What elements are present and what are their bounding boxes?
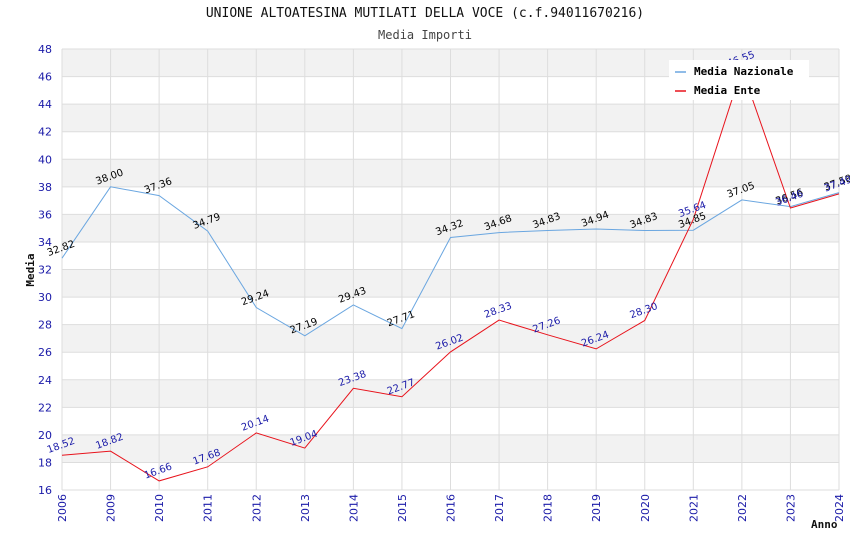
y-tick-label: 16	[38, 484, 52, 497]
x-tick-label: 2011	[202, 494, 215, 522]
chart-title: UNIONE ALTOATESINA MUTILATI DELLA VOCE (…	[205, 6, 645, 21]
chart-subtitle: Media Importi	[378, 28, 472, 42]
x-tick-label: 2022	[736, 494, 749, 522]
x-tick-label: 2009	[105, 494, 118, 522]
legend-box	[669, 60, 809, 100]
x-tick-label: 2016	[445, 494, 458, 522]
x-tick-label: 2015	[396, 494, 409, 522]
x-tick-label: 2006	[56, 494, 69, 522]
y-tick-label: 36	[38, 208, 52, 221]
x-tick-label: 2012	[250, 494, 263, 522]
x-tick-label: 2023	[784, 494, 797, 522]
x-tick-label: 2024	[833, 494, 846, 522]
gridlines	[61, 48, 840, 491]
y-tick-label: 38	[38, 181, 52, 194]
x-tick-label: 2017	[493, 494, 506, 522]
y-axis-title: Media	[24, 253, 37, 286]
legend: Media Nazionale Media Ente	[669, 60, 809, 100]
x-tick-label: 2013	[299, 494, 312, 522]
x-tick-label: 2014	[347, 494, 360, 522]
y-tick-label: 22	[38, 401, 52, 414]
y-tick-label: 44	[38, 98, 52, 111]
y-tick-label: 32	[38, 264, 52, 277]
y-tick-label: 30	[38, 291, 52, 304]
y-tick-label: 24	[38, 374, 52, 387]
series-line-media-ente	[61, 67, 840, 482]
y-tick-label: 46	[38, 71, 52, 84]
x-tick-label: 2020	[639, 494, 652, 522]
y-tick-label: 18	[38, 456, 52, 469]
y-tick-label: 42	[38, 126, 52, 139]
series-line-media-nazionale	[61, 186, 840, 337]
legend-label-media-nazionale: Media Nazionale	[694, 65, 794, 78]
legend-label-media-ente: Media Ente	[694, 84, 761, 97]
y-tick-label: 40	[38, 153, 52, 166]
y-tick-label: 20	[38, 429, 52, 442]
x-tick-label: 2010	[153, 494, 166, 522]
y-tick-label: 34	[38, 236, 52, 249]
x-axis-title: Anno	[811, 518, 838, 531]
x-axis-ticks: 2006 2009 2010 2011 2012 2013 2014 2015 2016 2017…	[56, 494, 846, 522]
y-tick-label: 48	[38, 43, 52, 56]
y-tick-label: 28	[38, 319, 52, 332]
x-tick-label: 2019	[590, 494, 603, 522]
x-tick-label: 2021	[687, 494, 700, 522]
y-axis-ticks: 16 18 20 22 24 26 28 30 32 34 36 38 40 42 44 46 48	[38, 43, 52, 497]
series-lines	[61, 67, 840, 482]
x-tick-label: 2018	[542, 494, 555, 522]
y-tick-label: 26	[38, 346, 52, 359]
